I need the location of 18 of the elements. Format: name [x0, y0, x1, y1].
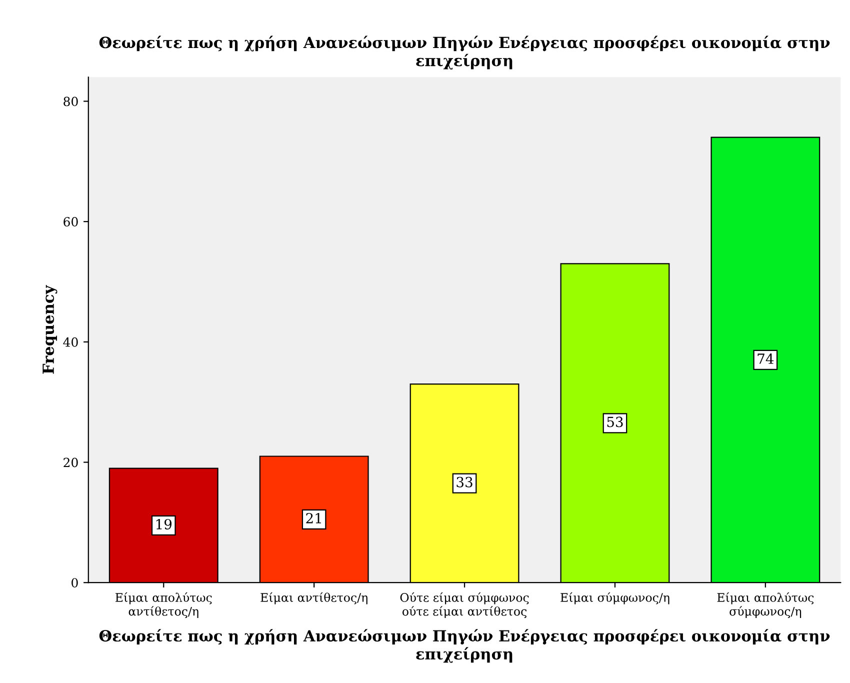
data-label: 74: [758, 354, 774, 364]
data-label: 53: [607, 416, 623, 428]
y-tick-label: 20: [64, 458, 78, 468]
y-tick-label: 40: [63, 337, 78, 347]
y-tick-label: 0: [72, 578, 78, 588]
x-axis-title: Θεωρείτε πως η χρήση Ανανεώσιμων Πηγών Ενέργειας προσφέρει οικονομία στην επιχείρηση: [99, 629, 830, 663]
y-axis-title: Frequency: [42, 284, 58, 374]
x-tick-label: Είμαι απολύτως αντίθετος/η: [116, 592, 212, 618]
data-label: 19: [156, 518, 172, 530]
x-tick-label: Είμαι αντίθετος/η: [260, 592, 368, 604]
x-tick-label: Είμαι απολύτως σύμφωνος/η: [717, 592, 814, 618]
x-tick-label: Ούτε είμαι σύμφωνος ούτε είμαι αντίθετος: [400, 592, 529, 618]
y-tick-label: 80: [64, 96, 78, 106]
x-tick-label: Είμαι σύμφωνος/η: [560, 592, 670, 604]
y-tick-label: 60: [64, 217, 78, 227]
data-label: 21: [306, 512, 321, 524]
chart-title: Θεωρείτε πως η χρήση Ανανεώσιμων Πηγών Ενέργειας προσφέρει οικονομία στην επιχείρηση: [99, 36, 830, 70]
data-label: 33: [456, 476, 472, 488]
